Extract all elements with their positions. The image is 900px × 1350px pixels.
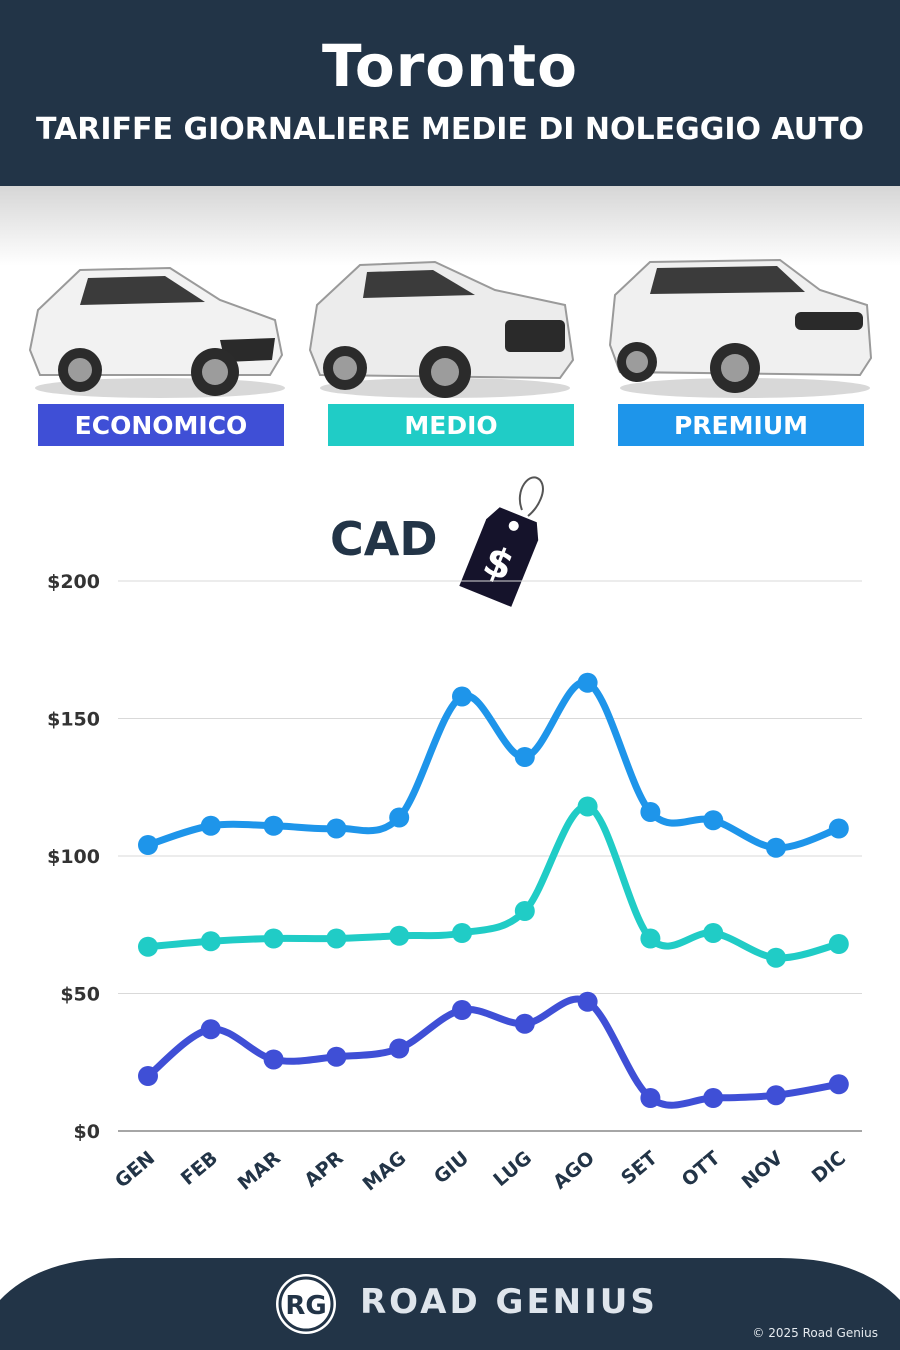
data-point-economico (263, 1049, 284, 1070)
header-shadow (0, 186, 900, 266)
economy-car-image (28, 266, 285, 398)
data-point-premium (640, 802, 661, 822)
data-point-medio (828, 934, 849, 954)
data-point-economico (703, 1088, 724, 1108)
logo-text: RG (285, 1291, 326, 1321)
data-point-economico (200, 1019, 221, 1040)
data-point-economico (138, 1066, 158, 1086)
data-point-medio (577, 796, 598, 817)
data-point-premium (452, 686, 472, 707)
y-tick-label: $0 (74, 1121, 100, 1143)
data-point-economico (452, 1000, 472, 1020)
data-point-economico (766, 1085, 786, 1106)
x-tick-label: MAG (359, 1147, 411, 1195)
data-point-medio (703, 923, 724, 943)
data-point-medio (389, 925, 410, 946)
data-point-economico (389, 1038, 410, 1059)
y-tick-label: $200 (47, 571, 100, 593)
series-line-premium (144, 678, 843, 852)
data-point-premium (828, 818, 849, 839)
data-point-medio (138, 936, 158, 957)
x-tick-label: DIC (808, 1147, 850, 1188)
data-point-premium (389, 807, 410, 828)
x-tick-label: GEN (111, 1147, 159, 1192)
data-point-economico (577, 991, 598, 1012)
data-point-premium (577, 672, 598, 693)
x-tick-label: SET (617, 1147, 662, 1189)
y-tick-label: $150 (47, 709, 100, 731)
data-point-premium (703, 810, 724, 831)
data-point-economico (514, 1013, 535, 1034)
price-tag-dollar-icon: $ (459, 476, 544, 607)
data-point-medio (640, 928, 661, 949)
series-line-economico (144, 995, 843, 1109)
copyright: © 2025 Road Genius (752, 1326, 878, 1340)
data-point-economico (828, 1074, 849, 1095)
midsize-badge: MEDIO (328, 404, 574, 446)
rates-line-chart: $0 $50 $100 $150 $200 GEN FEB MAR APR MAG GIU LUG A… (47, 571, 862, 1195)
data-point-premium (514, 747, 535, 767)
x-tick-label: AGO (549, 1147, 599, 1194)
page-title: Toronto (321, 32, 579, 100)
x-tick-label: OTT (678, 1147, 725, 1191)
data-point-premium (200, 815, 221, 836)
y-tick-label: $50 (60, 984, 100, 1006)
x-tick-label: APR (300, 1147, 348, 1192)
x-tick-label: GIU (430, 1147, 473, 1188)
data-point-medio (200, 931, 221, 952)
x-tick-label: FEB (177, 1147, 222, 1190)
midsize-car-image (308, 260, 575, 398)
premium-badge: PREMIUM (618, 404, 864, 446)
footer-banner (0, 1258, 900, 1350)
data-point-premium (263, 815, 284, 836)
currency-label: CAD (330, 512, 438, 566)
data-point-medio (452, 923, 472, 943)
page-subtitle: TARIFFE GIORNALIERE MEDIE DI NOLEGGIO AU… (35, 112, 865, 147)
y-tick-label: $100 (47, 846, 100, 868)
data-point-economico (640, 1088, 661, 1108)
data-point-medio (514, 901, 535, 921)
data-point-premium (326, 818, 347, 839)
x-tick-label: LUG (489, 1147, 536, 1191)
economy-badge: ECONOMICO (38, 404, 284, 446)
data-point-premium (138, 835, 158, 855)
road-genius-logo-icon: RG (276, 1274, 336, 1334)
data-point-economico (326, 1046, 347, 1067)
data-point-medio (263, 928, 284, 949)
data-point-premium (766, 837, 786, 858)
brand-name: ROAD GENIUS (360, 1282, 658, 1322)
data-point-medio (326, 928, 347, 949)
data-point-medio (766, 947, 786, 968)
x-tick-label: NOV (738, 1147, 788, 1194)
premium-car-image (608, 258, 873, 398)
x-tick-label: MAR (234, 1147, 285, 1195)
header-banner: Toronto TARIFFE GIORNALIERE MEDIE DI NOL… (0, 0, 900, 186)
